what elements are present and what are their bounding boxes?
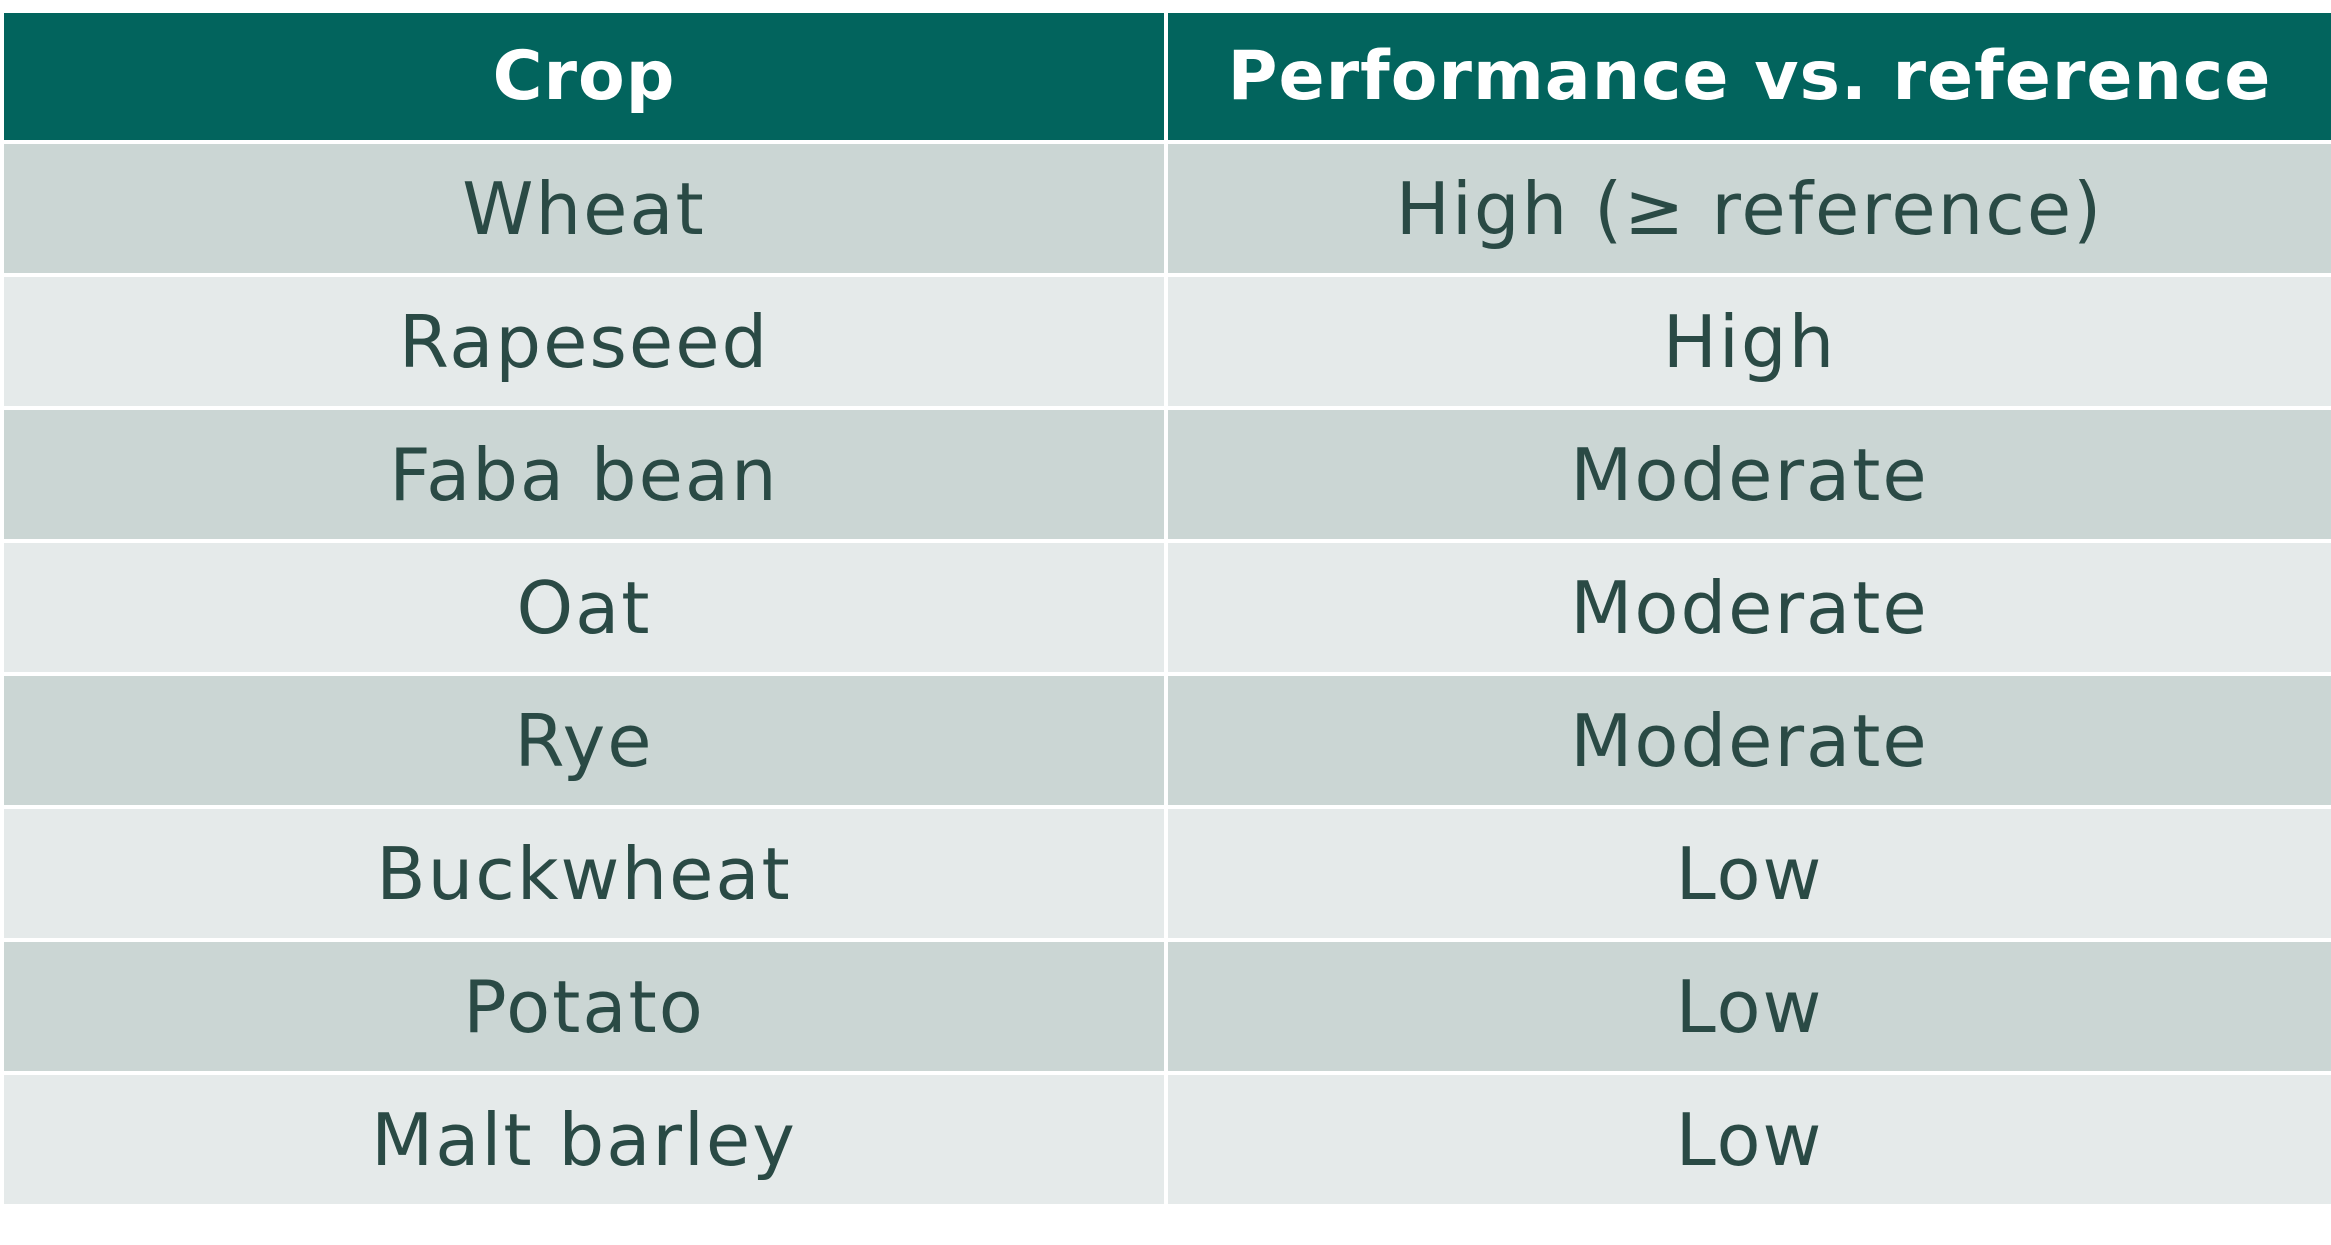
- performance-cell: High (≥ reference): [1164, 140, 2331, 277]
- table-row: Oat Moderate: [0, 539, 2331, 676]
- performance-cell: Low: [1164, 805, 2331, 942]
- performance-cell: Moderate: [1164, 406, 2331, 543]
- crop-cell: Wheat: [0, 140, 1168, 277]
- table-row: Buckwheat Low: [0, 805, 2331, 942]
- header-crop: Crop: [0, 9, 1168, 144]
- crop-cell: Rapeseed: [0, 273, 1168, 410]
- table-row: Faba bean Moderate: [0, 406, 2331, 543]
- crop-cell: Oat: [0, 539, 1168, 676]
- table-body: Wheat High (≥ reference) Rapeseed High F…: [0, 140, 2331, 1208]
- performance-cell: Low: [1164, 938, 2331, 1075]
- table-header: Crop Performance vs. reference: [0, 9, 2331, 144]
- header-performance: Performance vs. reference: [1164, 9, 2331, 144]
- table-row: Malt barley Low: [0, 1071, 2331, 1208]
- performance-cell: Low: [1164, 1071, 2331, 1208]
- crop-cell: Rye: [0, 672, 1168, 809]
- table-row: Wheat High (≥ reference): [0, 140, 2331, 277]
- performance-cell: High: [1164, 273, 2331, 410]
- table-row: Potato Low: [0, 938, 2331, 1075]
- crop-cell: Malt barley: [0, 1071, 1168, 1208]
- header-row: Crop Performance vs. reference: [0, 9, 2331, 144]
- performance-cell: Moderate: [1164, 539, 2331, 676]
- crop-performance-table-container: Crop Performance vs. reference Wheat Hig…: [0, 9, 2331, 1208]
- crop-cell: Faba bean: [0, 406, 1168, 543]
- crop-cell: Buckwheat: [0, 805, 1168, 942]
- performance-cell: Moderate: [1164, 672, 2331, 809]
- table-row: Rye Moderate: [0, 672, 2331, 809]
- crop-performance-table: Crop Performance vs. reference Wheat Hig…: [0, 9, 2331, 1208]
- table-row: Rapeseed High: [0, 273, 2331, 410]
- crop-cell: Potato: [0, 938, 1168, 1075]
